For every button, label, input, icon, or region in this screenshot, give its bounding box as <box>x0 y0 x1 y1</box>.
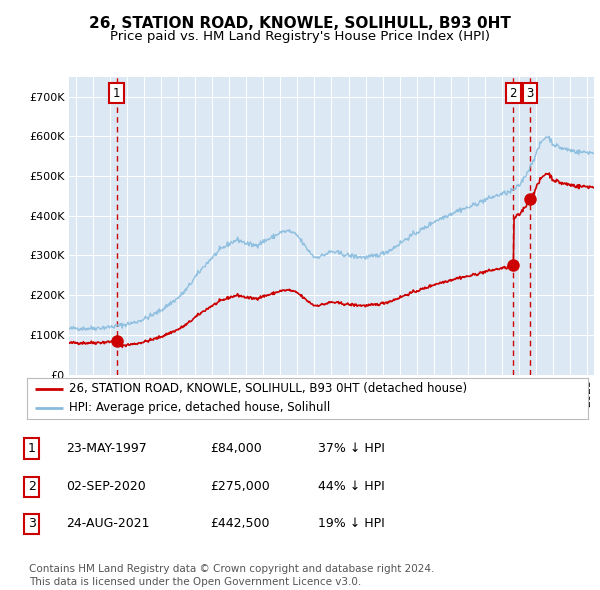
Text: 2: 2 <box>28 480 36 493</box>
Text: 1: 1 <box>113 87 120 100</box>
Text: 19% ↓ HPI: 19% ↓ HPI <box>318 517 385 530</box>
Text: 23-MAY-1997: 23-MAY-1997 <box>66 442 147 455</box>
Text: 3: 3 <box>28 517 36 530</box>
Text: Price paid vs. HM Land Registry's House Price Index (HPI): Price paid vs. HM Land Registry's House … <box>110 30 490 43</box>
Text: HPI: Average price, detached house, Solihull: HPI: Average price, detached house, Soli… <box>69 401 331 414</box>
Text: £84,000: £84,000 <box>210 442 262 455</box>
Text: 1: 1 <box>28 442 36 455</box>
Text: 26, STATION ROAD, KNOWLE, SOLIHULL, B93 0HT: 26, STATION ROAD, KNOWLE, SOLIHULL, B93 … <box>89 16 511 31</box>
Text: 3: 3 <box>526 87 534 100</box>
Text: 37% ↓ HPI: 37% ↓ HPI <box>318 442 385 455</box>
Text: £442,500: £442,500 <box>210 517 269 530</box>
Text: 44% ↓ HPI: 44% ↓ HPI <box>318 480 385 493</box>
Text: 26, STATION ROAD, KNOWLE, SOLIHULL, B93 0HT (detached house): 26, STATION ROAD, KNOWLE, SOLIHULL, B93 … <box>69 382 467 395</box>
Text: 02-SEP-2020: 02-SEP-2020 <box>66 480 146 493</box>
Text: £275,000: £275,000 <box>210 480 270 493</box>
Text: 2: 2 <box>509 87 517 100</box>
Text: 24-AUG-2021: 24-AUG-2021 <box>66 517 149 530</box>
Text: Contains HM Land Registry data © Crown copyright and database right 2024.
This d: Contains HM Land Registry data © Crown c… <box>29 564 434 587</box>
